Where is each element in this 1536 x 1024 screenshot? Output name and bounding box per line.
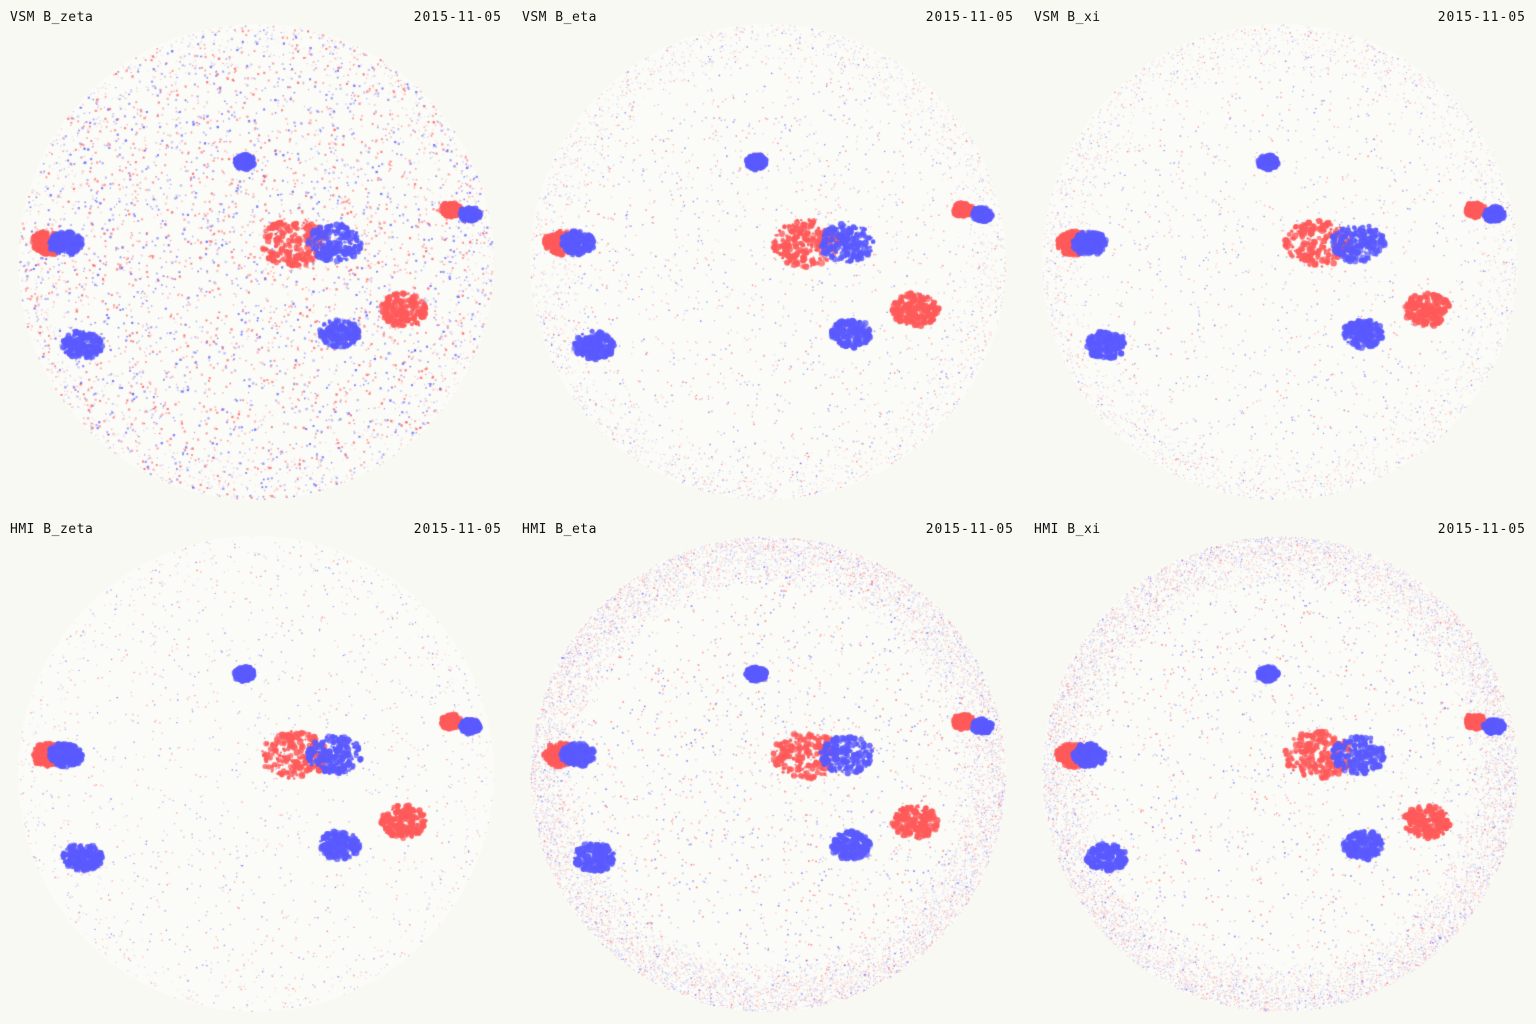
panel-date: 2015-11-05 <box>1437 10 1526 25</box>
panel-vsm-b-zeta: VSM B_zeta 2015-11-05 <box>0 0 512 512</box>
solar-disk-image <box>1024 0 1536 512</box>
solar-disk-image <box>0 0 512 512</box>
panel-date: 2015-11-05 <box>925 522 1014 537</box>
panel-date: 2015-11-05 <box>413 10 502 25</box>
panel-hmi-b-zeta: HMI B_zeta 2015-11-05 <box>0 512 512 1024</box>
panel-date: 2015-11-05 <box>925 10 1014 25</box>
panel-vsm-b-eta: VSM B_eta 2015-11-05 <box>512 0 1024 512</box>
solar-disk-image <box>0 512 512 1024</box>
panel-title: HMI B_zeta <box>10 522 94 537</box>
panel-date: 2015-11-05 <box>413 522 502 537</box>
panel-date: 2015-11-05 <box>1437 522 1526 537</box>
panel-hmi-b-xi: HMI B_xi 2015-11-05 <box>1024 512 1536 1024</box>
panel-title: VSM B_zeta <box>10 10 94 25</box>
panel-title: VSM B_eta <box>522 10 597 25</box>
panel-hmi-b-eta: HMI B_eta 2015-11-05 <box>512 512 1024 1024</box>
solar-disk-image <box>1024 512 1536 1024</box>
panel-title: HMI B_eta <box>522 522 597 537</box>
solar-disk-image <box>512 512 1024 1024</box>
panel-vsm-b-xi: VSM B_xi 2015-11-05 <box>1024 0 1536 512</box>
panel-title: VSM B_xi <box>1034 10 1101 25</box>
panel-title: HMI B_xi <box>1034 522 1101 537</box>
solar-disk-image <box>512 0 1024 512</box>
